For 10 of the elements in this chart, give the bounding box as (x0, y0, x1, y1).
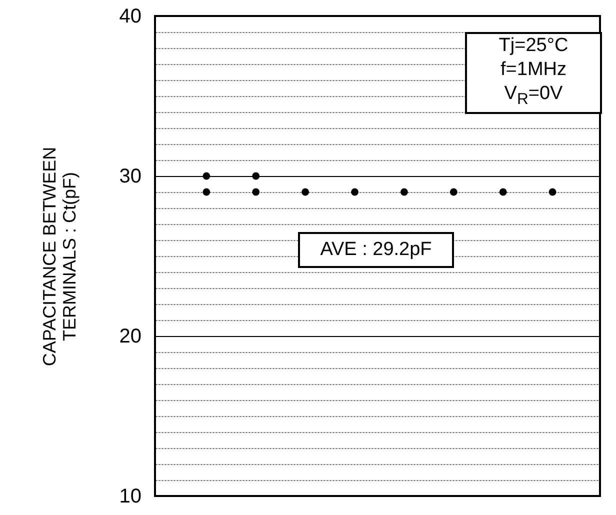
text-box: Tj=25°C f=1MHz V$_{R}$=0V (465, 32, 602, 114)
annotation: f=1MHz (500, 58, 568, 82)
y-axis-title: CAPACITANCE BETWEEN TERMINALS : Ct(pF) (39, 146, 80, 366)
y-tick-label: 10 (119, 486, 142, 508)
text-box: AVE : 29.2pF (298, 232, 454, 268)
y-tick-label: 40 (119, 6, 142, 28)
annotation: V$_{R}$=0V (503, 82, 564, 110)
y-tick-label: 20 (119, 326, 142, 348)
annotation: Tj=25°C (498, 34, 570, 58)
y-tick-label: 30 (119, 166, 142, 188)
